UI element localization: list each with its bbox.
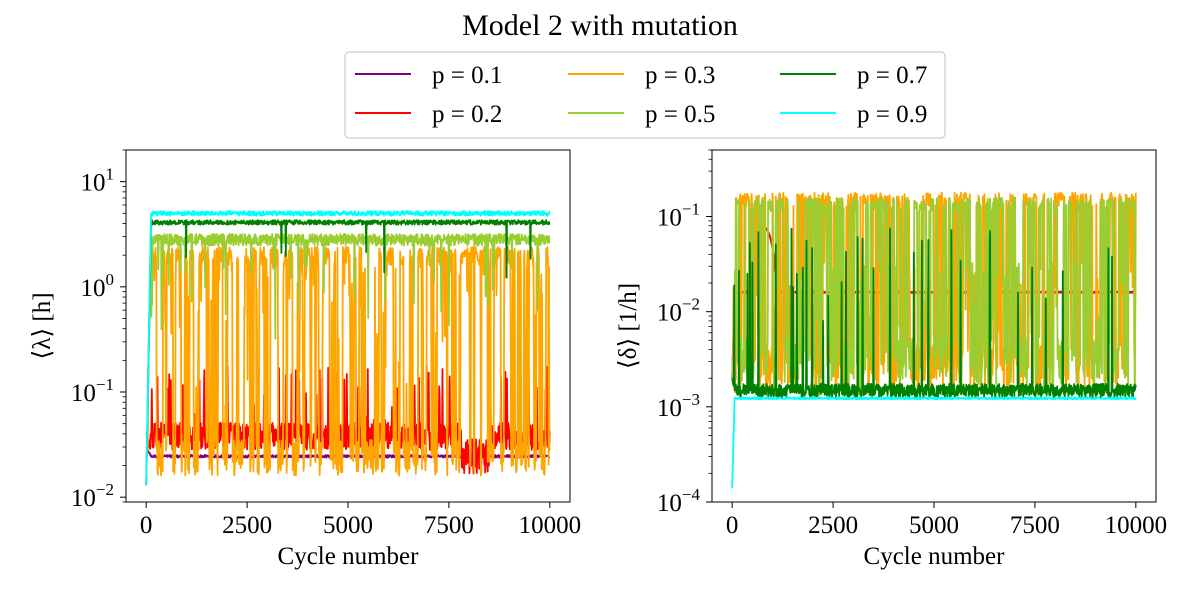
x-axis-label-0: Cycle number xyxy=(278,543,420,570)
y-axis-label-0: ⟨λ⟩ [h] xyxy=(29,292,56,359)
y-tick-exp-1-0: −4 xyxy=(682,485,701,504)
y-tick-base-1-1: 10 xyxy=(657,395,682,422)
series-line-0-4 xyxy=(145,219,551,486)
y-tick-label-1-3: 10−1 xyxy=(657,200,700,232)
y-tick-exp-0-3: 1 xyxy=(106,165,115,184)
x-tick-label-0-3: 7500 xyxy=(424,512,474,539)
legend-label-2: p = 0.3 xyxy=(645,62,715,89)
x-tick-label-1-2: 5000 xyxy=(909,512,959,539)
y-tick-exp-0-1: −1 xyxy=(96,375,114,394)
y-axis-label-1: ⟨δ⟩ [1/h] xyxy=(615,283,642,369)
y-tick-label-1-0: 10−4 xyxy=(657,485,701,517)
y-tick-label-1-2: 10−2 xyxy=(657,295,700,327)
panel-right: 0 2500 5000 7500 1000010−410−310−210−1Cycle … xyxy=(615,149,1168,570)
x-tick-label-1-4: 10000 xyxy=(1105,512,1168,539)
series-line-0-3 xyxy=(145,233,551,486)
y-tick-label-0-3: 101 xyxy=(81,165,115,197)
series-line-1-3 xyxy=(731,196,1137,391)
x-tick-label-1-3: 7500 xyxy=(1010,512,1060,539)
y-tick-label-0-0: 10−2 xyxy=(71,480,114,512)
y-tick-label-0-2: 100 xyxy=(81,270,115,302)
legend-label-4: p = 0.7 xyxy=(857,62,927,89)
figure-title: Model 2 with mutation xyxy=(462,9,738,42)
y-tick-label-1-1: 10−3 xyxy=(657,390,700,422)
y-tick-base-0-0: 10 xyxy=(71,485,96,512)
legend-label-1: p = 0.2 xyxy=(432,101,502,128)
y-tick-exp-0-0: −2 xyxy=(96,480,114,499)
y-tick-exp-1-3: −1 xyxy=(682,200,700,219)
x-axis-label-1: Cycle number xyxy=(864,543,1006,570)
plot-area-0 xyxy=(145,210,551,486)
y-tick-base-0-3: 10 xyxy=(81,170,106,197)
y-tick-exp-1-1: −3 xyxy=(682,390,700,409)
legend-label-3: p = 0.5 xyxy=(645,101,715,128)
series-line-1-4 xyxy=(731,227,1137,399)
series-line-1-5 xyxy=(731,396,1137,489)
x-tick-label-0-0: 0 xyxy=(140,512,153,539)
x-tick-label-1-0: 0 xyxy=(726,512,739,539)
x-tick-label-0-2: 5000 xyxy=(323,512,373,539)
y-tick-exp-0-2: 0 xyxy=(106,270,115,289)
series-line-0-2 xyxy=(145,246,551,477)
series-line-0-5 xyxy=(145,210,551,486)
y-tick-base-1-2: 10 xyxy=(657,300,682,327)
legend-label-5: p = 0.9 xyxy=(857,101,927,128)
y-tick-exp-1-2: −2 xyxy=(682,295,700,314)
series-line-0-0 xyxy=(145,446,551,459)
y-tick-base-1-0: 10 xyxy=(657,490,682,517)
y-tick-base-0-2: 10 xyxy=(81,275,106,302)
y-tick-base-1-3: 10 xyxy=(657,205,682,232)
x-tick-label-1-1: 2500 xyxy=(808,512,858,539)
legend-label-0: p = 0.1 xyxy=(432,62,502,89)
y-tick-base-0-1: 10 xyxy=(71,380,96,407)
y-tick-label-0-1: 10−1 xyxy=(71,375,114,407)
plot-area-1 xyxy=(731,191,1137,489)
x-tick-label-0-1: 2500 xyxy=(222,512,272,539)
x-tick-label-0-4: 10000 xyxy=(519,512,582,539)
legend: p = 0.1 p = 0.2 p = 0.3 p = 0.5 p = 0.7 p = 0… xyxy=(344,51,946,139)
